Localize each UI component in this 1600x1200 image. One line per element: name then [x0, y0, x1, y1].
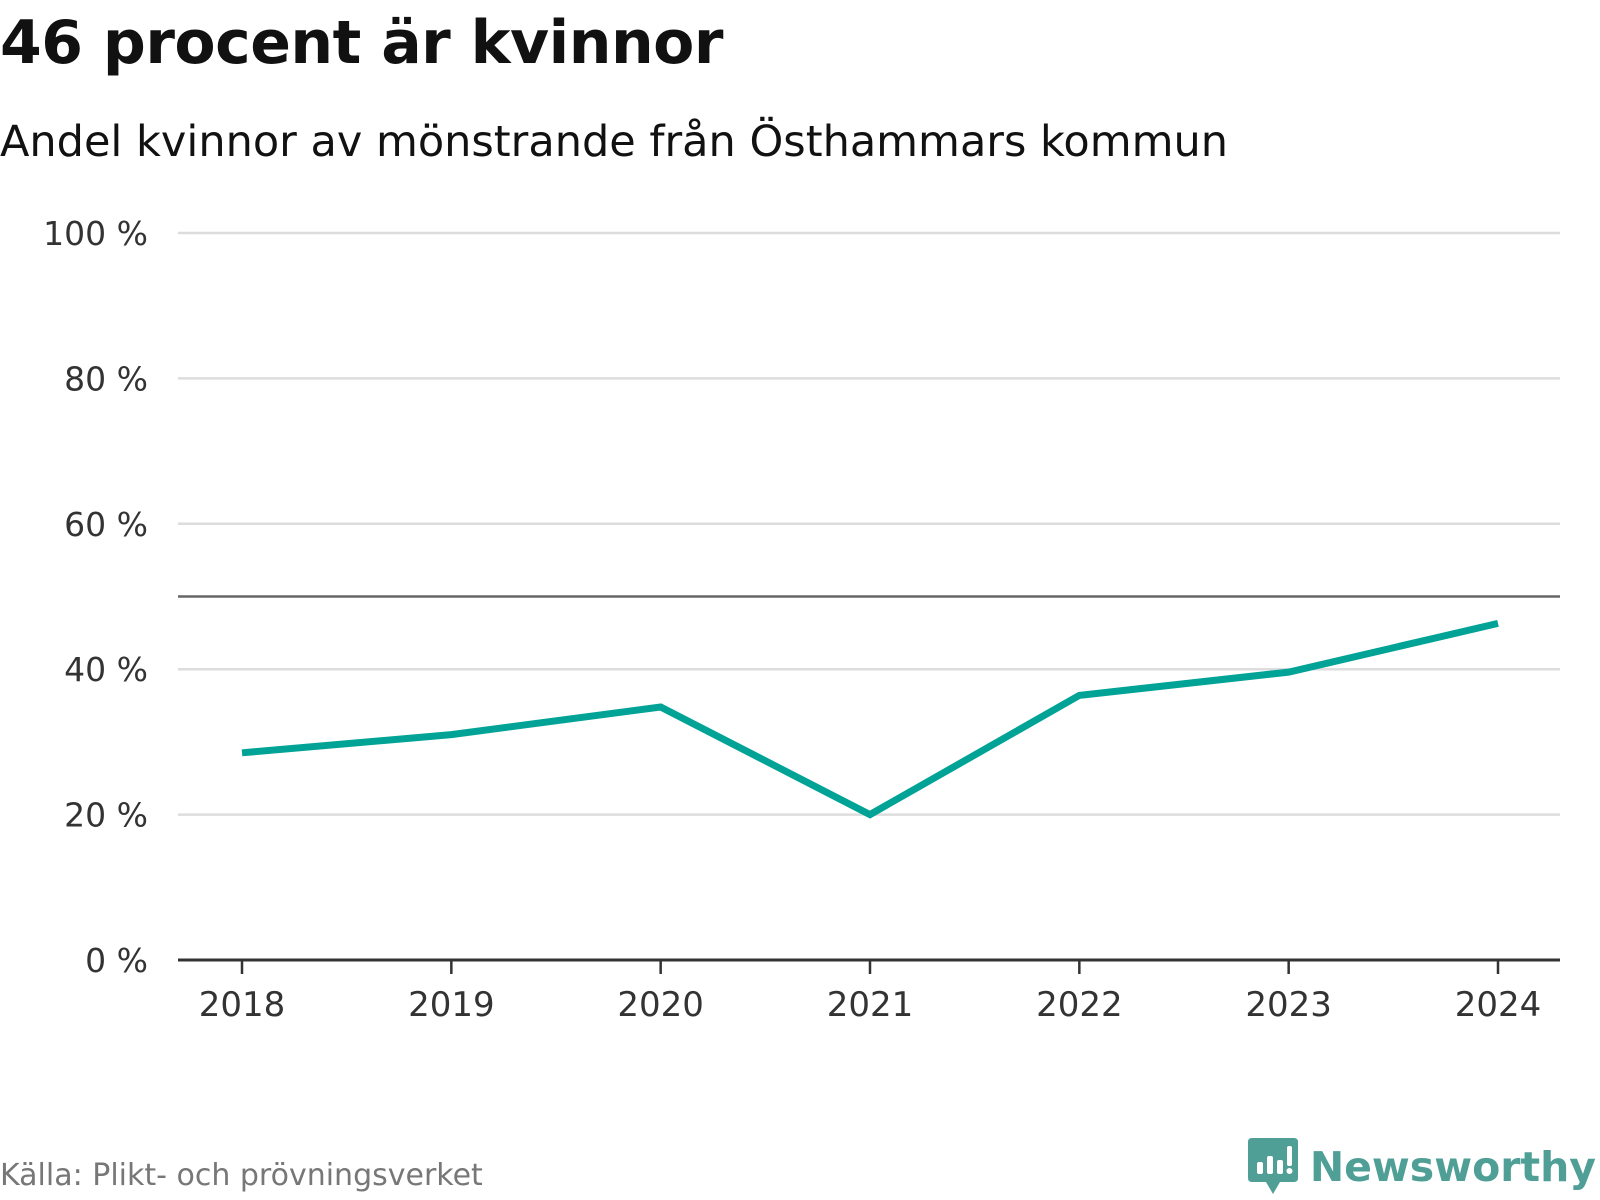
- x-tick-label: 2022: [1036, 985, 1123, 1025]
- newsworthy-logo-icon: [1247, 1138, 1298, 1194]
- gridlines: [178, 231, 1560, 816]
- y-tick-label: 80 %: [64, 359, 148, 398]
- chart-subtitle: Andel kvinnor av mönstrande från Östhamm…: [0, 117, 1228, 167]
- source-note: Källa: Plikt- och prövningsverket: [0, 1158, 483, 1193]
- x-tick-label: 2024: [1455, 985, 1542, 1025]
- y-tick-label: 60 %: [64, 505, 148, 544]
- x-axis: 2018 2019 2020 2021 2022 2023 2024: [178, 958, 1560, 1025]
- x-tick-label: 2019: [408, 985, 495, 1025]
- series-group: [241, 619, 1499, 819]
- y-tick-label: 100 %: [43, 214, 148, 253]
- x-tick-label: 2020: [617, 985, 704, 1025]
- x-tick-label: 2023: [1245, 985, 1332, 1025]
- y-tick-label: 20 %: [64, 796, 148, 835]
- chart-title: 46 procent är kvinnor: [0, 8, 723, 78]
- y-tick-label: 40 %: [64, 650, 148, 689]
- x-tick-label: 2021: [827, 985, 914, 1025]
- brand-logo: Newsworthy: [1247, 1138, 1596, 1196]
- y-tick-label: 0 %: [85, 941, 148, 980]
- y-axis-ticks: 0 % 20 % 40 % 60 % 80 % 100 %: [43, 214, 148, 980]
- series-line: [241, 619, 1499, 819]
- x-tick-label: 2018: [199, 985, 286, 1025]
- brand-name: Newsworthy: [1309, 1143, 1596, 1191]
